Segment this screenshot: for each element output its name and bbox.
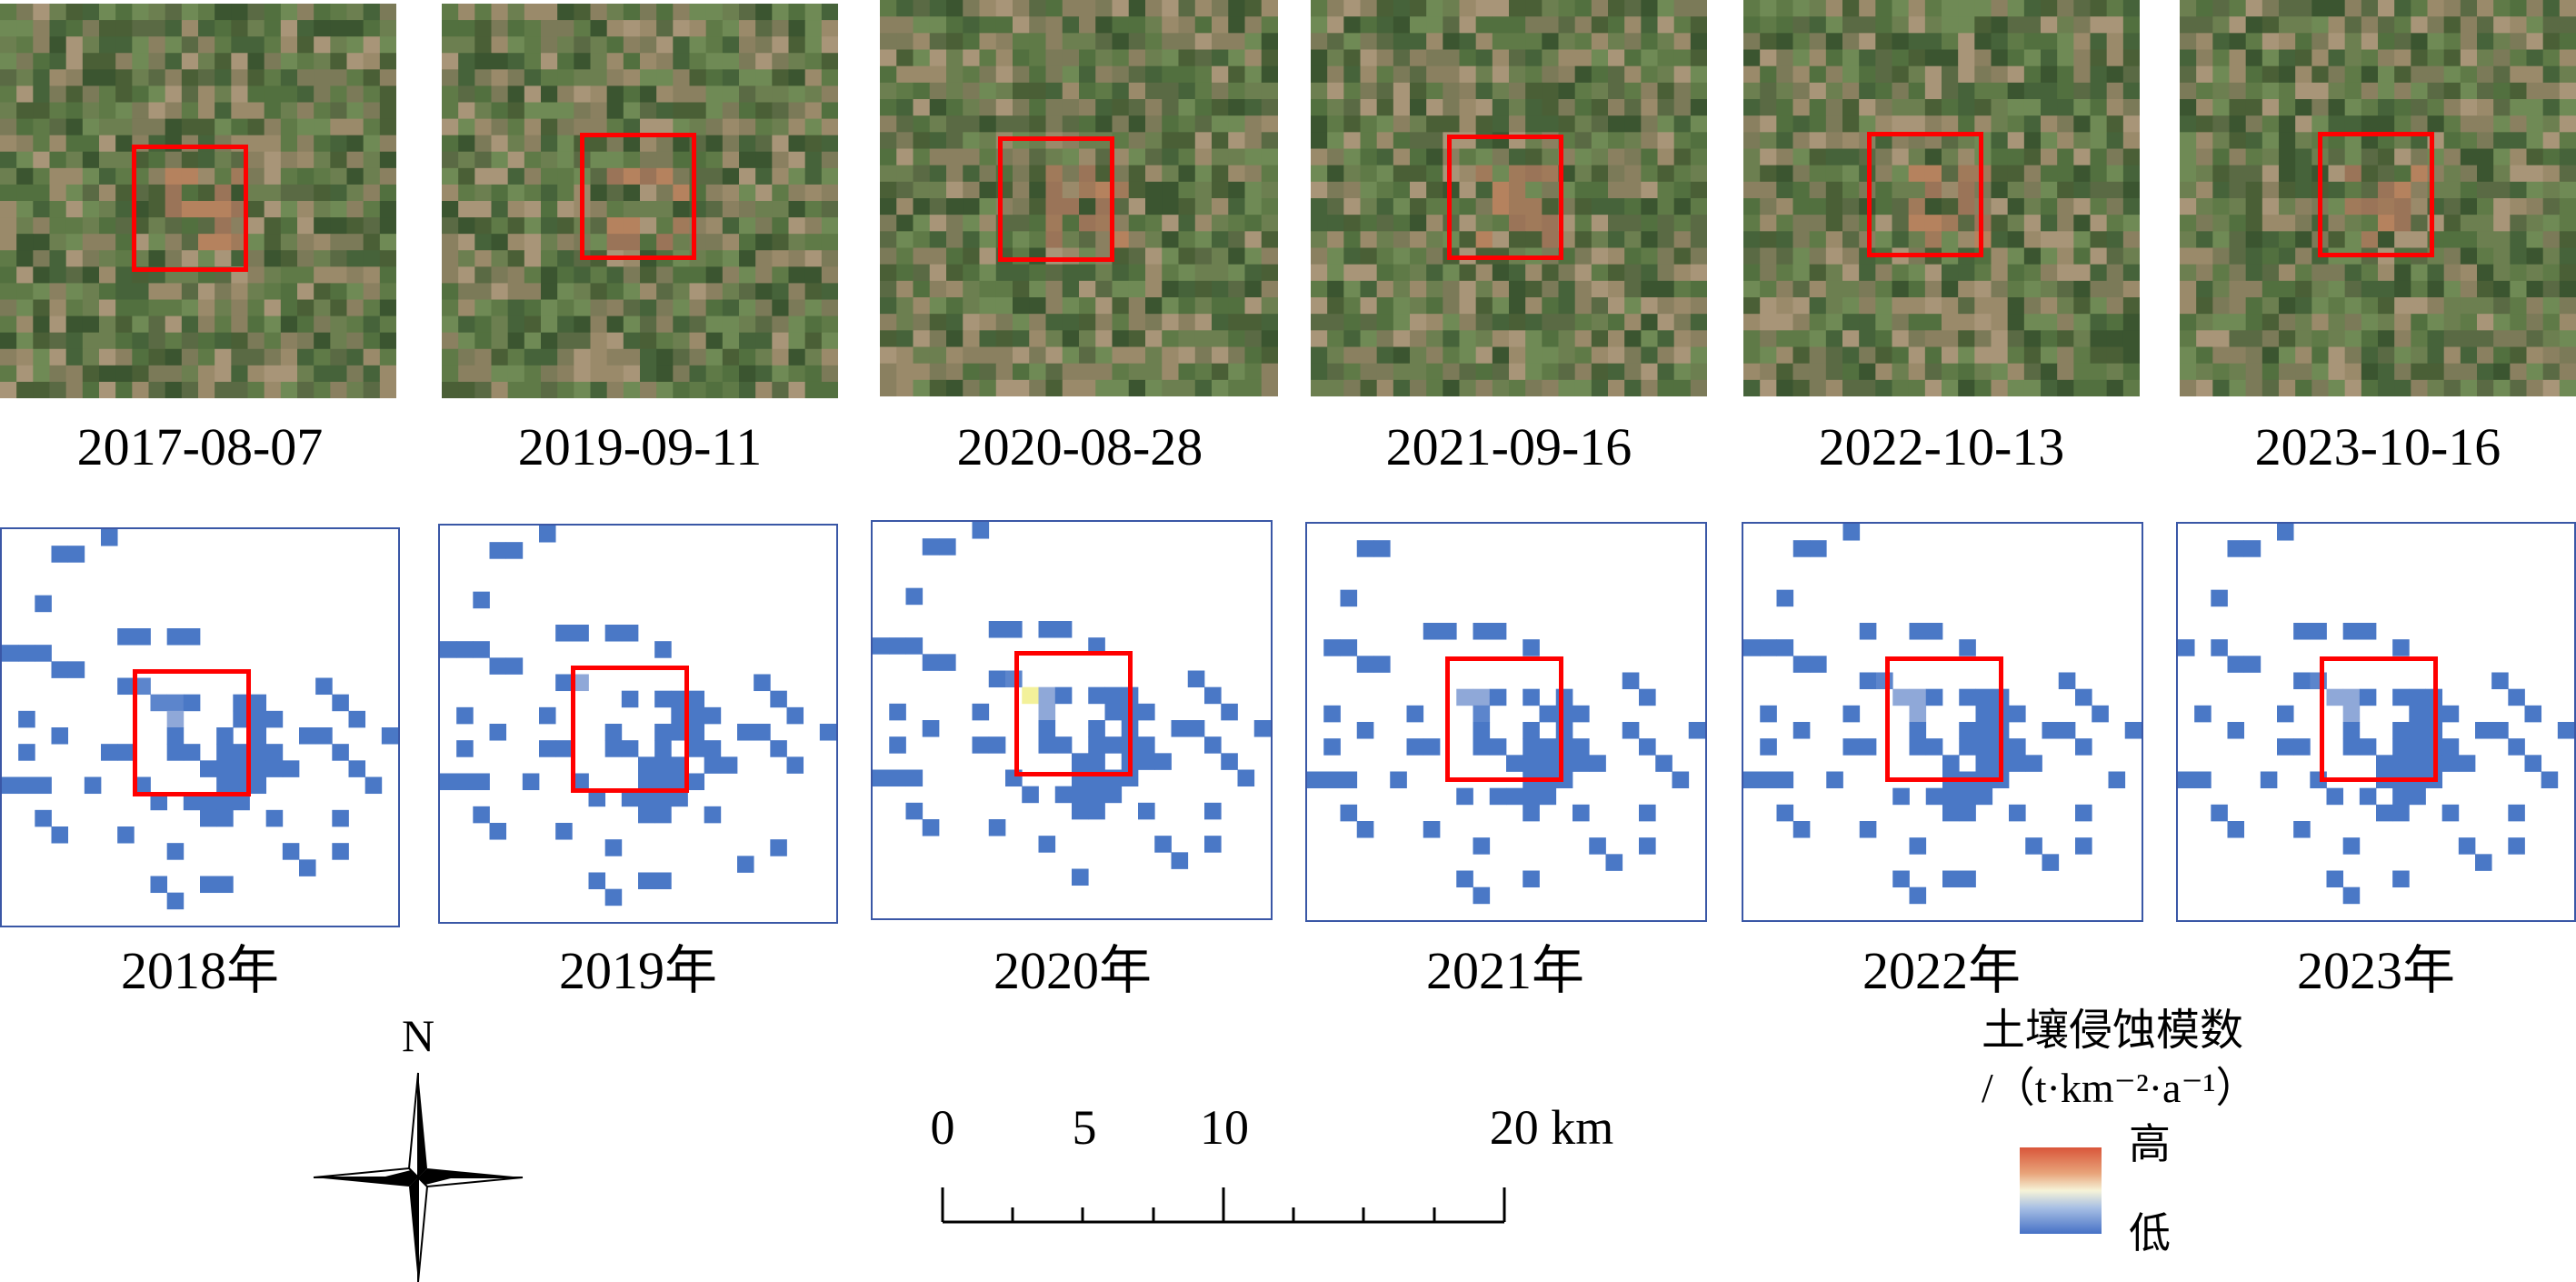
roi-box <box>2318 132 2434 257</box>
year-label: 2021年 <box>1425 941 1584 1000</box>
year-label: 2019年 <box>558 941 717 1000</box>
north-arrow: N <box>300 1009 536 1282</box>
satellite-image <box>442 4 838 398</box>
date-label: 2020-08-28 <box>956 417 1203 476</box>
roi-box <box>998 136 1114 262</box>
erosion-map <box>2 529 398 910</box>
legend-title: 土壤侵蚀模数 <box>1982 1007 2244 1055</box>
satellite-image <box>1743 0 2140 396</box>
roi-box <box>132 145 248 272</box>
roi-box <box>1867 132 1983 257</box>
roi-box <box>133 669 251 796</box>
scale-tick-label: 20 km <box>1489 1100 1614 1155</box>
legend-color-ramp <box>2020 1147 2102 1234</box>
satellite-image <box>880 0 1278 396</box>
legend-low-label: 低 <box>2129 1210 2171 1257</box>
satellite-panel-2022 <box>1743 0 2140 396</box>
scale-bar-line <box>941 1187 1506 1224</box>
satellite-panel-2019 <box>442 4 838 398</box>
compass-rose-icon <box>313 1072 524 1282</box>
year-label: 2022年 <box>1862 941 2021 1000</box>
erosion-map <box>440 526 836 906</box>
roi-box <box>580 133 696 260</box>
erosion-panel-2022 <box>1742 522 2143 922</box>
satellite-image <box>2180 0 2576 396</box>
roi-box <box>1014 651 1133 776</box>
legend-unit: /（t·km⁻²·a⁻¹） <box>1982 1065 2258 1111</box>
date-label: 2023-10-16 <box>2254 417 2501 476</box>
scale-tick-label: 0 <box>930 1100 955 1155</box>
roi-box <box>2320 656 2438 782</box>
scale-tick-label: 10 <box>1200 1100 1249 1155</box>
roi-box <box>1447 135 1563 260</box>
erosion-panel-2019 <box>438 524 838 924</box>
erosion-panel-2023 <box>2176 522 2576 922</box>
satellite-panel-2020 <box>880 0 1278 396</box>
date-label: 2022-10-13 <box>1818 417 2065 476</box>
satellite-panel-2021 <box>1311 0 1707 396</box>
scale-tick-label: 5 <box>1072 1100 1097 1155</box>
roi-box <box>1885 656 2003 782</box>
erosion-panel-2021 <box>1305 522 1707 922</box>
year-label: 2018年 <box>120 941 279 1000</box>
satellite-panel-2017 <box>0 4 396 398</box>
scale-bar: 0 5 10 20 km <box>918 1100 1613 1246</box>
legend-high-label: 高 <box>2129 1121 2171 1167</box>
erosion-panel-2020 <box>871 520 1273 920</box>
erosion-map <box>2178 524 2574 905</box>
satellite-panel-2023 <box>2180 0 2576 396</box>
date-label: 2019-09-11 <box>517 417 763 476</box>
erosion-map <box>1743 524 2142 905</box>
date-label: 2021-09-16 <box>1385 417 1632 476</box>
year-label: 2020年 <box>993 941 1152 1000</box>
date-label: 2017-08-07 <box>76 417 324 476</box>
erosion-panel-2018 <box>0 527 400 927</box>
satellite-image <box>1311 0 1707 396</box>
roi-box <box>1445 656 1563 782</box>
north-label: N <box>401 1010 435 1061</box>
roi-box <box>571 666 689 793</box>
year-label: 2023年 <box>2296 941 2455 1000</box>
